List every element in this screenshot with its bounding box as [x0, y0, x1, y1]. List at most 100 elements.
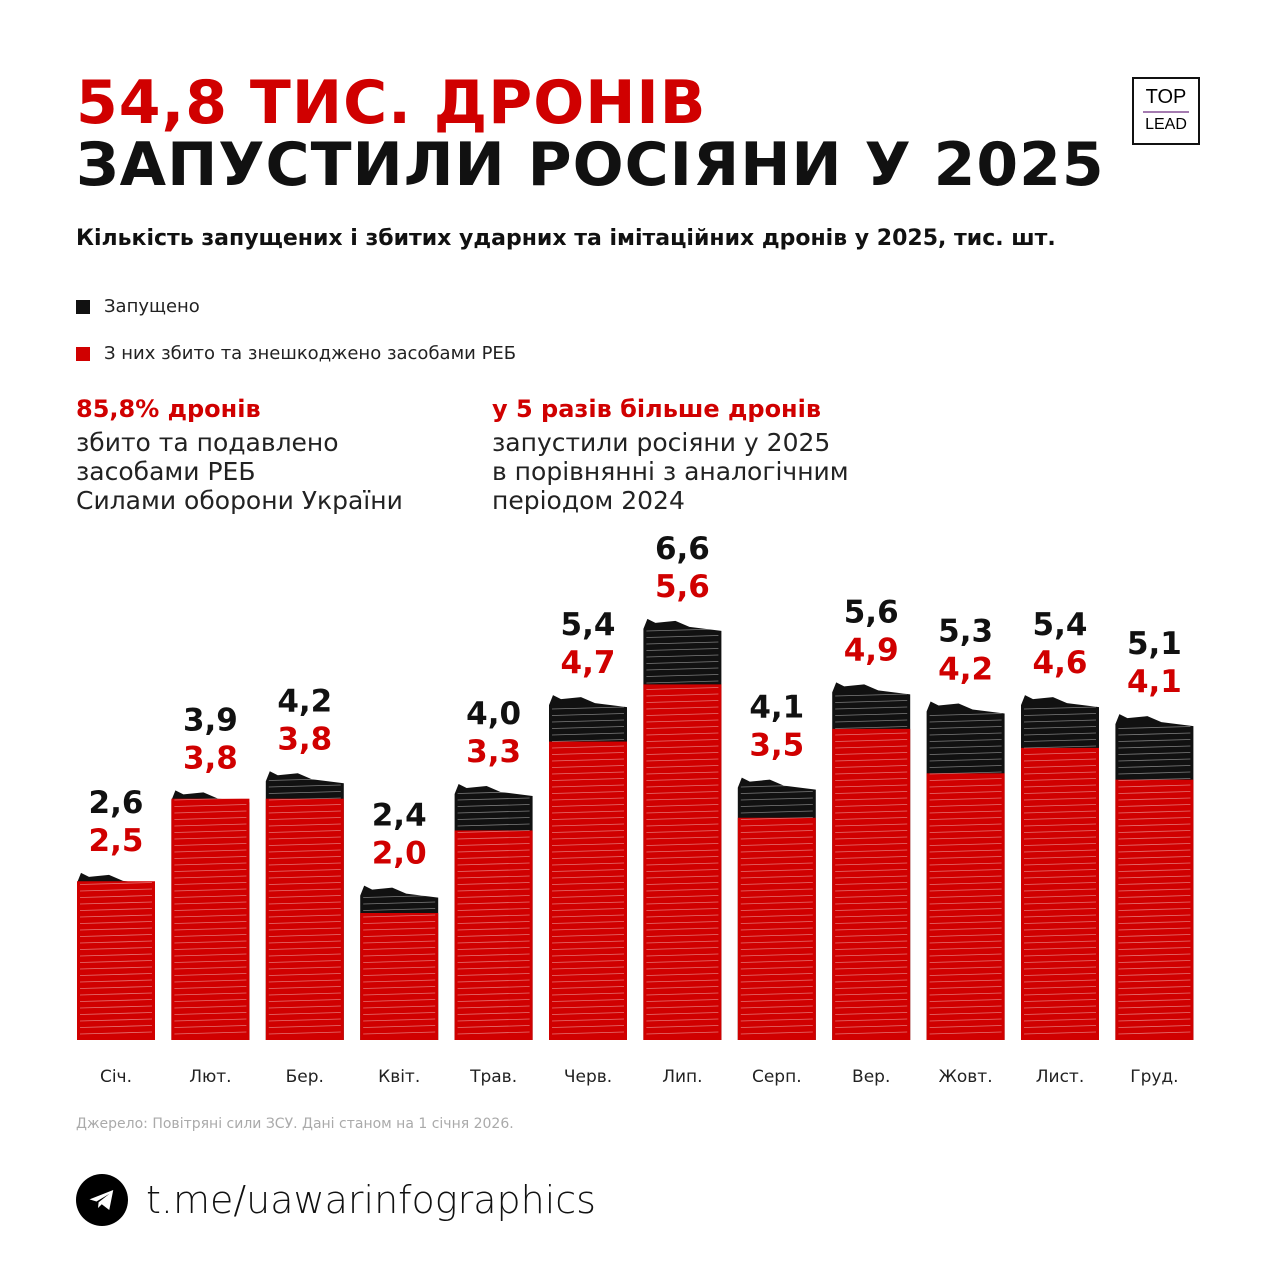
bar-texture-line	[646, 706, 719, 710]
bar-texture-line	[929, 875, 1002, 879]
bar-texture-line	[646, 674, 719, 677]
bar-texture-line	[740, 869, 813, 872]
bar-texture-line	[268, 1012, 341, 1015]
logo-divider	[1143, 111, 1189, 113]
bar-texture-line	[1023, 797, 1097, 801]
bar-texture-line	[551, 713, 625, 716]
bar-texture-line	[79, 960, 153, 963]
bar-texture-line	[268, 804, 341, 807]
bar-texture-line	[268, 778, 341, 781]
bar-texture-line	[740, 1012, 813, 1015]
bar-texture-line	[646, 628, 719, 632]
bar-texture-line	[79, 1012, 153, 1015]
bar-texture-line	[551, 973, 625, 976]
bar-texture-line	[268, 934, 341, 937]
bar-texture-line	[929, 856, 1002, 859]
bar-texture-line	[835, 771, 908, 775]
bar-texture-line	[929, 758, 1002, 762]
bar-texture-line	[363, 953, 436, 957]
data-label-downed: 4,2	[938, 651, 993, 687]
bar-texture-line	[268, 810, 341, 814]
bar-texture-line	[929, 726, 1002, 729]
bar-texture-line	[268, 875, 341, 879]
bar-texture-line	[363, 901, 436, 905]
bar-texture-line	[835, 882, 908, 885]
telegram-link[interactable]: t.me/uawarinfographics	[76, 1174, 596, 1226]
data-label-launched: 5,6	[844, 594, 899, 630]
bar-texture-line	[268, 817, 341, 820]
bar-texture-line	[929, 810, 1002, 814]
bar-texture-line	[268, 843, 341, 846]
bar-texture-line	[1023, 1005, 1097, 1009]
bar-texture-line	[1023, 732, 1097, 736]
bar-texture-line	[835, 693, 908, 697]
bar-texture-line	[79, 973, 153, 976]
bar-texture-line	[740, 843, 813, 846]
data-label-launched: 5,4	[561, 607, 616, 643]
bar-texture-line	[929, 784, 1002, 788]
bar-texture-line	[363, 934, 436, 937]
bar-texture-line	[268, 1018, 341, 1022]
bar-texture-line	[551, 960, 625, 963]
bar-texture-line	[1118, 726, 1191, 729]
bar-texture-line	[268, 856, 341, 859]
bar-texture-line	[79, 953, 153, 957]
bar-texture-line	[268, 979, 341, 983]
bar-texture-line	[79, 908, 153, 911]
bar-texture-line	[1023, 979, 1097, 983]
bar-downed	[832, 728, 911, 1040]
bar-texture-line	[1023, 862, 1097, 866]
bar-texture-line	[835, 979, 908, 983]
bar-texture-line	[646, 843, 719, 846]
bar-texture-line	[835, 1025, 908, 1028]
bar-texture-line	[835, 791, 908, 794]
logo-top: TOP	[1145, 86, 1187, 108]
bar-texture-line	[551, 719, 625, 723]
bar-texture-line	[457, 862, 530, 866]
bar-texture-line	[835, 823, 908, 827]
bar-texture-line	[457, 791, 530, 794]
bar-texture-line	[79, 882, 153, 885]
bar-texture-line	[551, 739, 625, 742]
bar-texture-line	[551, 791, 625, 794]
bar-texture-line	[929, 1005, 1002, 1009]
bar-texture-line	[835, 986, 908, 989]
bar-texture-line	[551, 804, 625, 807]
bar-texture-line	[1023, 726, 1097, 729]
bar-texture-line	[457, 830, 530, 833]
telegram-url[interactable]: t.me/uawarinfographics	[146, 1178, 596, 1222]
bar-texture-line	[1118, 836, 1191, 840]
bar-texture-line	[929, 1025, 1002, 1028]
bar-texture-line	[174, 940, 247, 944]
bar-texture-line	[835, 817, 908, 820]
bar-texture-line	[79, 1031, 153, 1035]
bar-texture-line	[929, 771, 1002, 775]
bar-texture-line	[1118, 1005, 1191, 1009]
bar-texture-line	[363, 914, 436, 918]
bar-texture-line	[1023, 973, 1097, 976]
bar-texture-line	[1118, 732, 1191, 736]
bar-texture-line	[551, 758, 625, 762]
bar-texture-line	[174, 966, 247, 970]
bar-texture-line	[457, 979, 530, 983]
bar-texture-line	[929, 953, 1002, 957]
bar-texture-line	[1023, 1012, 1097, 1015]
bar-texture-line	[363, 992, 436, 996]
bar-texture-line	[1023, 849, 1097, 853]
bar-texture-line	[835, 966, 908, 970]
bar-texture-line	[1023, 830, 1097, 833]
bar-texture-line	[174, 869, 247, 872]
bar-texture-line	[835, 713, 908, 716]
bar-texture-line	[457, 901, 530, 905]
bar-texture-line	[551, 765, 625, 768]
bar-texture-line	[1023, 758, 1097, 762]
bar-texture-line	[1118, 1025, 1191, 1028]
bar-texture-line	[174, 810, 247, 814]
bar-texture-line	[268, 1025, 341, 1028]
bar-texture-line	[1023, 986, 1097, 989]
x-tick-label: Квіт.	[378, 1067, 420, 1087]
bar-texture-line	[646, 771, 719, 775]
bar-texture-line	[174, 934, 247, 937]
stat-headline: 85,8% дронів	[76, 395, 261, 423]
bar-texture-line	[363, 895, 436, 898]
